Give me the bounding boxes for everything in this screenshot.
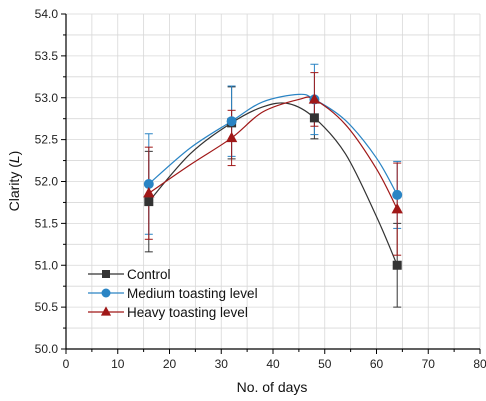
legend-label: Medium toasting level — [127, 286, 258, 301]
data-point — [391, 202, 403, 214]
legend-label: Heavy toasting level — [127, 305, 248, 320]
y-tick-labels: 50.0 50.5 51.0 51.5 52.0 52.5 53.0 53.5 54.0 — [35, 7, 66, 356]
x-tick-label: 70 — [422, 357, 436, 371]
y-tick-label: 50.5 — [35, 300, 59, 314]
series-line — [148, 93, 398, 196]
series-layer — [143, 63, 403, 308]
legend-marker — [100, 306, 112, 316]
x-tick-labels: 0 10 20 30 40 50 60 70 80 — [63, 349, 486, 371]
x-tick-label: 40 — [266, 357, 280, 371]
y-axis-title-variable: L — [6, 155, 22, 163]
y-tick-label: 53.0 — [35, 91, 59, 105]
y-tick-label: 50.0 — [35, 342, 59, 356]
legend: Control Medium toasting level Heavy toasti… — [88, 267, 258, 320]
data-point — [226, 116, 237, 127]
y-tick-label: 53.5 — [35, 49, 59, 63]
x-tick-label: 80 — [473, 357, 486, 371]
y-tick-label: 51.5 — [35, 216, 59, 230]
data-point — [143, 187, 155, 198]
legend-entry: Control — [88, 267, 171, 282]
data-point — [144, 197, 154, 207]
x-tick-label: 20 — [163, 357, 177, 371]
x-tick-label: 60 — [370, 357, 384, 371]
y-axis-title-prefix: Clarity ( — [6, 163, 22, 212]
y-axis-title: Clarity (L) — [6, 151, 22, 212]
x-axis-title: No. of days — [237, 379, 308, 395]
x-tick-label: 10 — [111, 357, 125, 371]
x-tick-label: 50 — [318, 357, 332, 371]
series-markers-triangle — [143, 93, 403, 214]
series-line — [148, 102, 398, 266]
y-tick-label: 52.5 — [35, 133, 59, 147]
legend-entry: Medium toasting level — [88, 286, 258, 301]
legend-marker — [102, 270, 110, 278]
y-tick-label: 51.0 — [35, 258, 59, 272]
data-point — [225, 131, 238, 143]
legend-label: Control — [127, 267, 171, 282]
y-tick-label: 54.0 — [35, 7, 59, 21]
legend-entry: Heavy toasting level — [88, 305, 248, 320]
x-tick-label: 30 — [215, 357, 229, 371]
legend-marker — [101, 288, 111, 298]
series-line — [148, 96, 398, 210]
series-markers-circle — [143, 94, 403, 200]
x-tick-label: 0 — [63, 357, 70, 371]
data-point — [143, 179, 154, 190]
data-point — [308, 93, 321, 104]
y-axis-title-suffix: ) — [6, 151, 22, 156]
data-point — [392, 189, 403, 200]
y-tick-label: 52.0 — [35, 175, 59, 189]
grid — [65, 13, 481, 350]
data-point — [309, 113, 319, 123]
data-point — [392, 260, 402, 270]
